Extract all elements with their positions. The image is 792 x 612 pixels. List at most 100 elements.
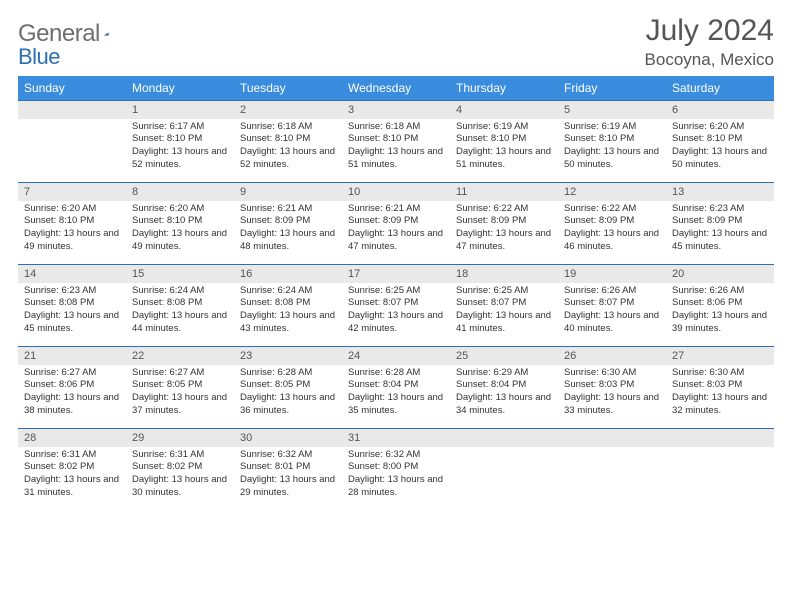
sunrise-text: Sunrise: 6:30 AM [672,367,768,380]
daylight-text: Daylight: 13 hours and 45 minutes. [24,310,120,336]
sunset-text: Sunset: 8:06 PM [672,297,768,310]
daylight-text: Daylight: 13 hours and 29 minutes. [240,474,336,500]
day-content-cell: Sunrise: 6:32 AMSunset: 8:01 PMDaylight:… [234,447,342,511]
sunrise-text: Sunrise: 6:30 AM [564,367,660,380]
day-content-cell: Sunrise: 6:31 AMSunset: 8:02 PMDaylight:… [126,447,234,511]
day-number-cell: 26 [558,347,666,365]
sunset-text: Sunset: 8:05 PM [132,379,228,392]
day-content-row: Sunrise: 6:20 AMSunset: 8:10 PMDaylight:… [18,201,774,265]
sunset-text: Sunset: 8:09 PM [564,215,660,228]
daylight-text: Daylight: 13 hours and 47 minutes. [456,228,552,254]
day-content-cell: Sunrise: 6:22 AMSunset: 8:09 PMDaylight:… [558,201,666,265]
sunset-text: Sunset: 8:08 PM [24,297,120,310]
day-content-cell: Sunrise: 6:28 AMSunset: 8:05 PMDaylight:… [234,365,342,429]
day-content-cell: Sunrise: 6:31 AMSunset: 8:02 PMDaylight:… [18,447,126,511]
sunrise-text: Sunrise: 6:26 AM [672,285,768,298]
sunrise-text: Sunrise: 6:20 AM [24,203,120,216]
sunrise-text: Sunrise: 6:31 AM [132,449,228,462]
day-content-empty [666,447,774,511]
sunrise-text: Sunrise: 6:29 AM [456,367,552,380]
day-content-row: Sunrise: 6:31 AMSunset: 8:02 PMDaylight:… [18,447,774,511]
day-number-cell: 14 [18,265,126,283]
sunset-text: Sunset: 8:09 PM [456,215,552,228]
weekday-header-cell: Saturday [666,76,774,101]
weekday-header-cell: Tuesday [234,76,342,101]
sunset-text: Sunset: 8:10 PM [672,133,768,146]
sunrise-text: Sunrise: 6:25 AM [456,285,552,298]
day-content-cell: Sunrise: 6:25 AMSunset: 8:07 PMDaylight:… [450,283,558,347]
day-content-cell: Sunrise: 6:30 AMSunset: 8:03 PMDaylight:… [666,365,774,429]
day-content-cell: Sunrise: 6:29 AMSunset: 8:04 PMDaylight:… [450,365,558,429]
day-content-cell: Sunrise: 6:23 AMSunset: 8:08 PMDaylight:… [18,283,126,347]
daylight-text: Daylight: 13 hours and 35 minutes. [348,392,444,418]
sunrise-text: Sunrise: 6:32 AM [348,449,444,462]
day-number-empty [558,429,666,447]
day-content-cell: Sunrise: 6:22 AMSunset: 8:09 PMDaylight:… [450,201,558,265]
daylight-text: Daylight: 13 hours and 51 minutes. [456,146,552,172]
day-content-cell: Sunrise: 6:19 AMSunset: 8:10 PMDaylight:… [450,119,558,183]
sunrise-text: Sunrise: 6:27 AM [24,367,120,380]
sunset-text: Sunset: 8:07 PM [348,297,444,310]
sunrise-text: Sunrise: 6:18 AM [240,121,336,134]
daylight-text: Daylight: 13 hours and 45 minutes. [672,228,768,254]
day-content-cell: Sunrise: 6:20 AMSunset: 8:10 PMDaylight:… [126,201,234,265]
sunset-text: Sunset: 8:04 PM [348,379,444,392]
day-content-cell: Sunrise: 6:32 AMSunset: 8:00 PMDaylight:… [342,447,450,511]
day-number-empty [666,429,774,447]
day-number-cell: 20 [666,265,774,283]
header-row: General July 2024 Bocoyna, Mexico [18,14,774,70]
day-number-row: 78910111213 [18,183,774,201]
day-number-cell: 7 [18,183,126,201]
sunrise-text: Sunrise: 6:26 AM [564,285,660,298]
month-title: July 2024 [645,14,774,48]
day-content-row: Sunrise: 6:27 AMSunset: 8:06 PMDaylight:… [18,365,774,429]
day-content-cell: Sunrise: 6:18 AMSunset: 8:10 PMDaylight:… [342,119,450,183]
day-number-cell: 15 [126,265,234,283]
sunset-text: Sunset: 8:02 PM [24,461,120,474]
day-number-cell: 1 [126,101,234,119]
sunrise-text: Sunrise: 6:19 AM [564,121,660,134]
logo-triangle-icon [104,24,109,44]
daylight-text: Daylight: 13 hours and 44 minutes. [132,310,228,336]
sunrise-text: Sunrise: 6:31 AM [24,449,120,462]
day-content-cell: Sunrise: 6:26 AMSunset: 8:06 PMDaylight:… [666,283,774,347]
daylight-text: Daylight: 13 hours and 52 minutes. [240,146,336,172]
day-number-cell: 9 [234,183,342,201]
daylight-text: Daylight: 13 hours and 31 minutes. [24,474,120,500]
day-content-cell: Sunrise: 6:27 AMSunset: 8:06 PMDaylight:… [18,365,126,429]
daylight-text: Daylight: 13 hours and 38 minutes. [24,392,120,418]
daylight-text: Daylight: 13 hours and 49 minutes. [132,228,228,254]
sunset-text: Sunset: 8:03 PM [564,379,660,392]
day-content-cell: Sunrise: 6:24 AMSunset: 8:08 PMDaylight:… [126,283,234,347]
daylight-text: Daylight: 13 hours and 40 minutes. [564,310,660,336]
daylight-text: Daylight: 13 hours and 51 minutes. [348,146,444,172]
day-number-cell: 17 [342,265,450,283]
day-content-cell: Sunrise: 6:17 AMSunset: 8:10 PMDaylight:… [126,119,234,183]
day-number-cell: 21 [18,347,126,365]
sunrise-text: Sunrise: 6:24 AM [240,285,336,298]
day-content-empty [450,447,558,511]
sunset-text: Sunset: 8:01 PM [240,461,336,474]
day-number-row: 123456 [18,101,774,119]
sunrise-text: Sunrise: 6:21 AM [348,203,444,216]
sunset-text: Sunset: 8:08 PM [240,297,336,310]
day-content-cell: Sunrise: 6:25 AMSunset: 8:07 PMDaylight:… [342,283,450,347]
day-content-cell: Sunrise: 6:24 AMSunset: 8:08 PMDaylight:… [234,283,342,347]
sunset-text: Sunset: 8:10 PM [456,133,552,146]
weekday-header-cell: Sunday [18,76,126,101]
day-content-cell: Sunrise: 6:27 AMSunset: 8:05 PMDaylight:… [126,365,234,429]
daylight-text: Daylight: 13 hours and 43 minutes. [240,310,336,336]
day-number-cell: 31 [342,429,450,447]
day-content-cell: Sunrise: 6:19 AMSunset: 8:10 PMDaylight:… [558,119,666,183]
day-content-row: Sunrise: 6:23 AMSunset: 8:08 PMDaylight:… [18,283,774,347]
daylight-text: Daylight: 13 hours and 41 minutes. [456,310,552,336]
sunset-text: Sunset: 8:06 PM [24,379,120,392]
day-content-empty [18,119,126,183]
day-number-empty [450,429,558,447]
daylight-text: Daylight: 13 hours and 50 minutes. [564,146,660,172]
daylight-text: Daylight: 13 hours and 46 minutes. [564,228,660,254]
day-number-cell: 28 [18,429,126,447]
day-number-cell: 3 [342,101,450,119]
sunrise-text: Sunrise: 6:25 AM [348,285,444,298]
daylight-text: Daylight: 13 hours and 48 minutes. [240,228,336,254]
